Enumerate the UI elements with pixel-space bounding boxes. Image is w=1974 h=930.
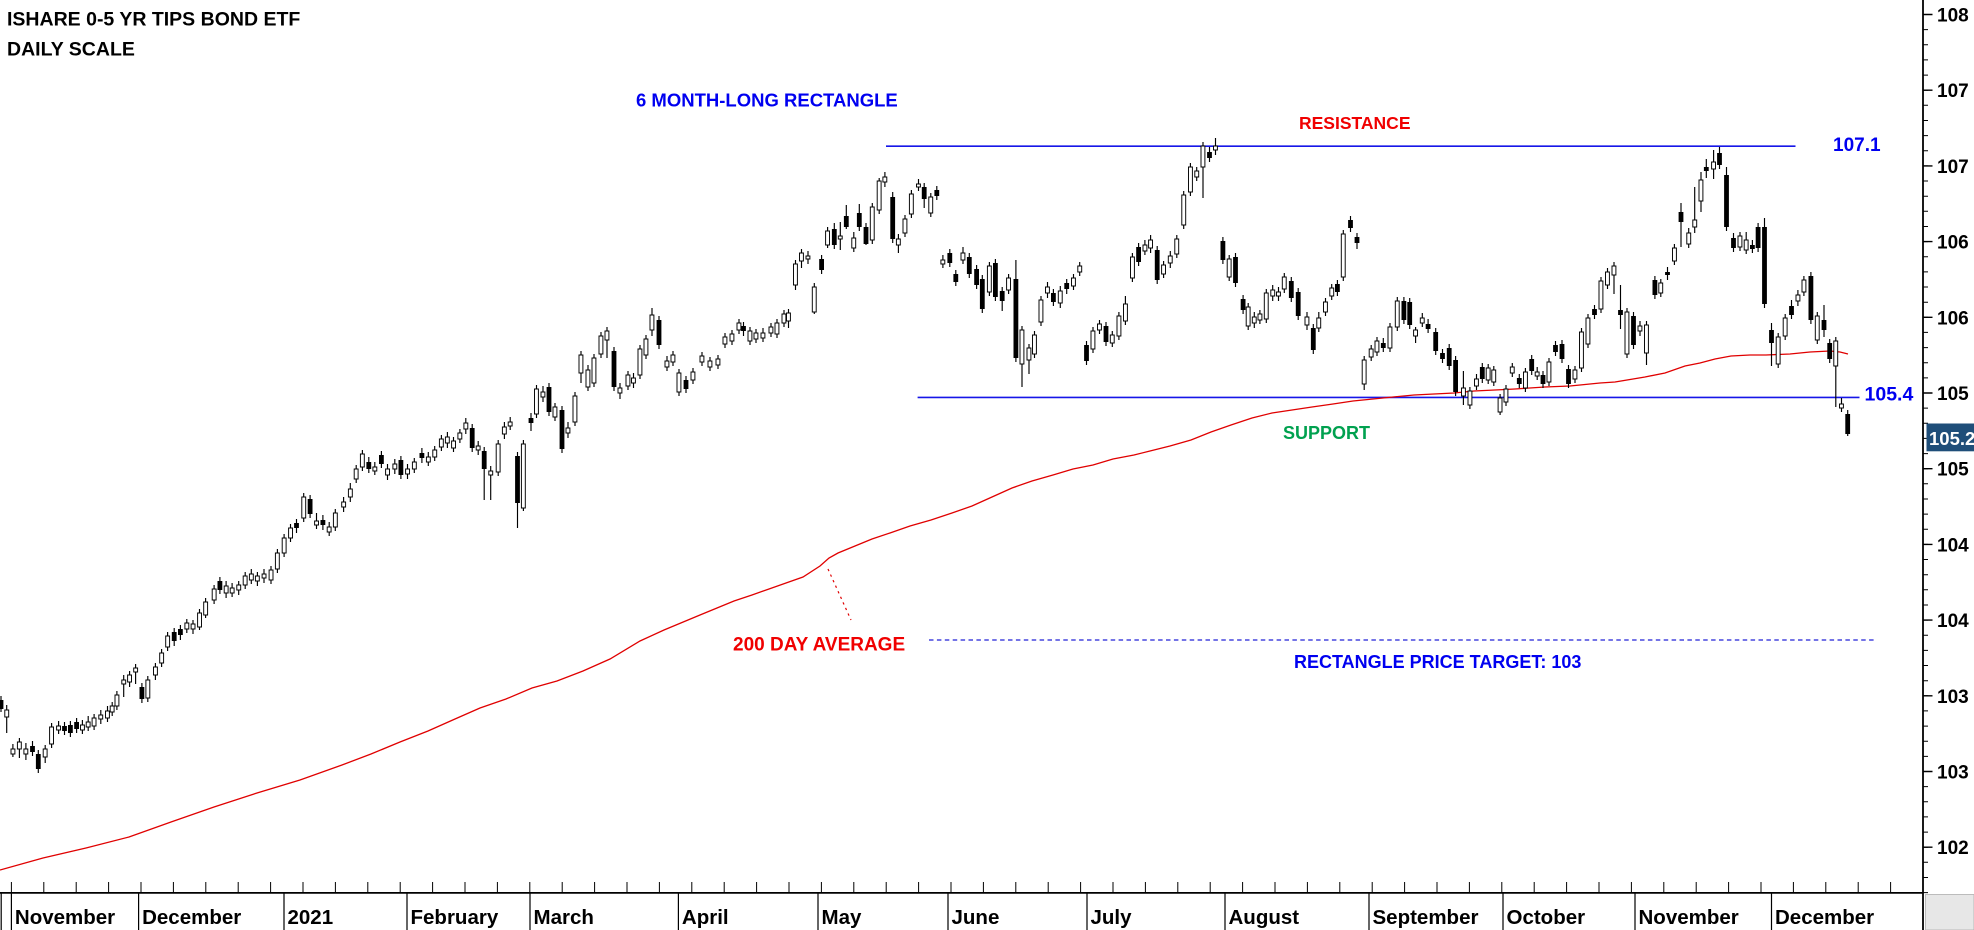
- svg-text:RECTANGLE PRICE TARGET: 103: RECTANGLE PRICE TARGET: 103: [1294, 652, 1581, 672]
- svg-text:June: June: [952, 906, 1000, 929]
- svg-text:200 DAY AVERAGE: 200 DAY AVERAGE: [733, 635, 905, 656]
- svg-text:105.4: 105.4: [1865, 384, 1914, 406]
- svg-text:102: 102: [1937, 838, 1969, 859]
- svg-text:December: December: [1775, 906, 1874, 929]
- svg-text:December: December: [142, 906, 241, 929]
- svg-text:107: 107: [1937, 81, 1969, 102]
- svg-text:104: 104: [1937, 535, 1969, 556]
- svg-text:108: 108: [1937, 6, 1969, 27]
- svg-text:August: August: [1229, 906, 1300, 929]
- svg-text:105: 105: [1937, 384, 1969, 405]
- svg-text:October: October: [1507, 906, 1586, 929]
- svg-text:103: 103: [1937, 763, 1969, 784]
- svg-text:February: February: [411, 906, 499, 929]
- svg-text:November: November: [15, 906, 115, 929]
- svg-text:105.2: 105.2: [1929, 428, 1974, 449]
- svg-text:July: July: [1091, 906, 1133, 929]
- svg-text:6 MONTH-LONG RECTANGLE: 6 MONTH-LONG RECTANGLE: [636, 90, 898, 111]
- svg-text:RESISTANCE: RESISTANCE: [1299, 113, 1411, 133]
- svg-text:106: 106: [1937, 308, 1969, 329]
- svg-text:March: March: [534, 906, 594, 929]
- svg-text:103: 103: [1937, 687, 1969, 708]
- svg-text:November: November: [1639, 906, 1739, 929]
- svg-text:105: 105: [1937, 460, 1969, 481]
- svg-text:104: 104: [1937, 611, 1969, 632]
- svg-text:106: 106: [1937, 233, 1969, 254]
- svg-text:ISHARE 0-5 YR TIPS BOND ETF: ISHARE 0-5 YR TIPS BOND ETF: [7, 9, 300, 31]
- svg-text:2021: 2021: [288, 906, 334, 929]
- svg-text:DAILY SCALE: DAILY SCALE: [7, 39, 135, 61]
- svg-text:107: 107: [1937, 157, 1969, 178]
- svg-text:May: May: [822, 906, 862, 929]
- svg-text:107.1: 107.1: [1833, 135, 1881, 156]
- svg-text:SUPPORT: SUPPORT: [1283, 423, 1370, 443]
- svg-text:April: April: [682, 906, 729, 929]
- svg-text:September: September: [1373, 906, 1479, 929]
